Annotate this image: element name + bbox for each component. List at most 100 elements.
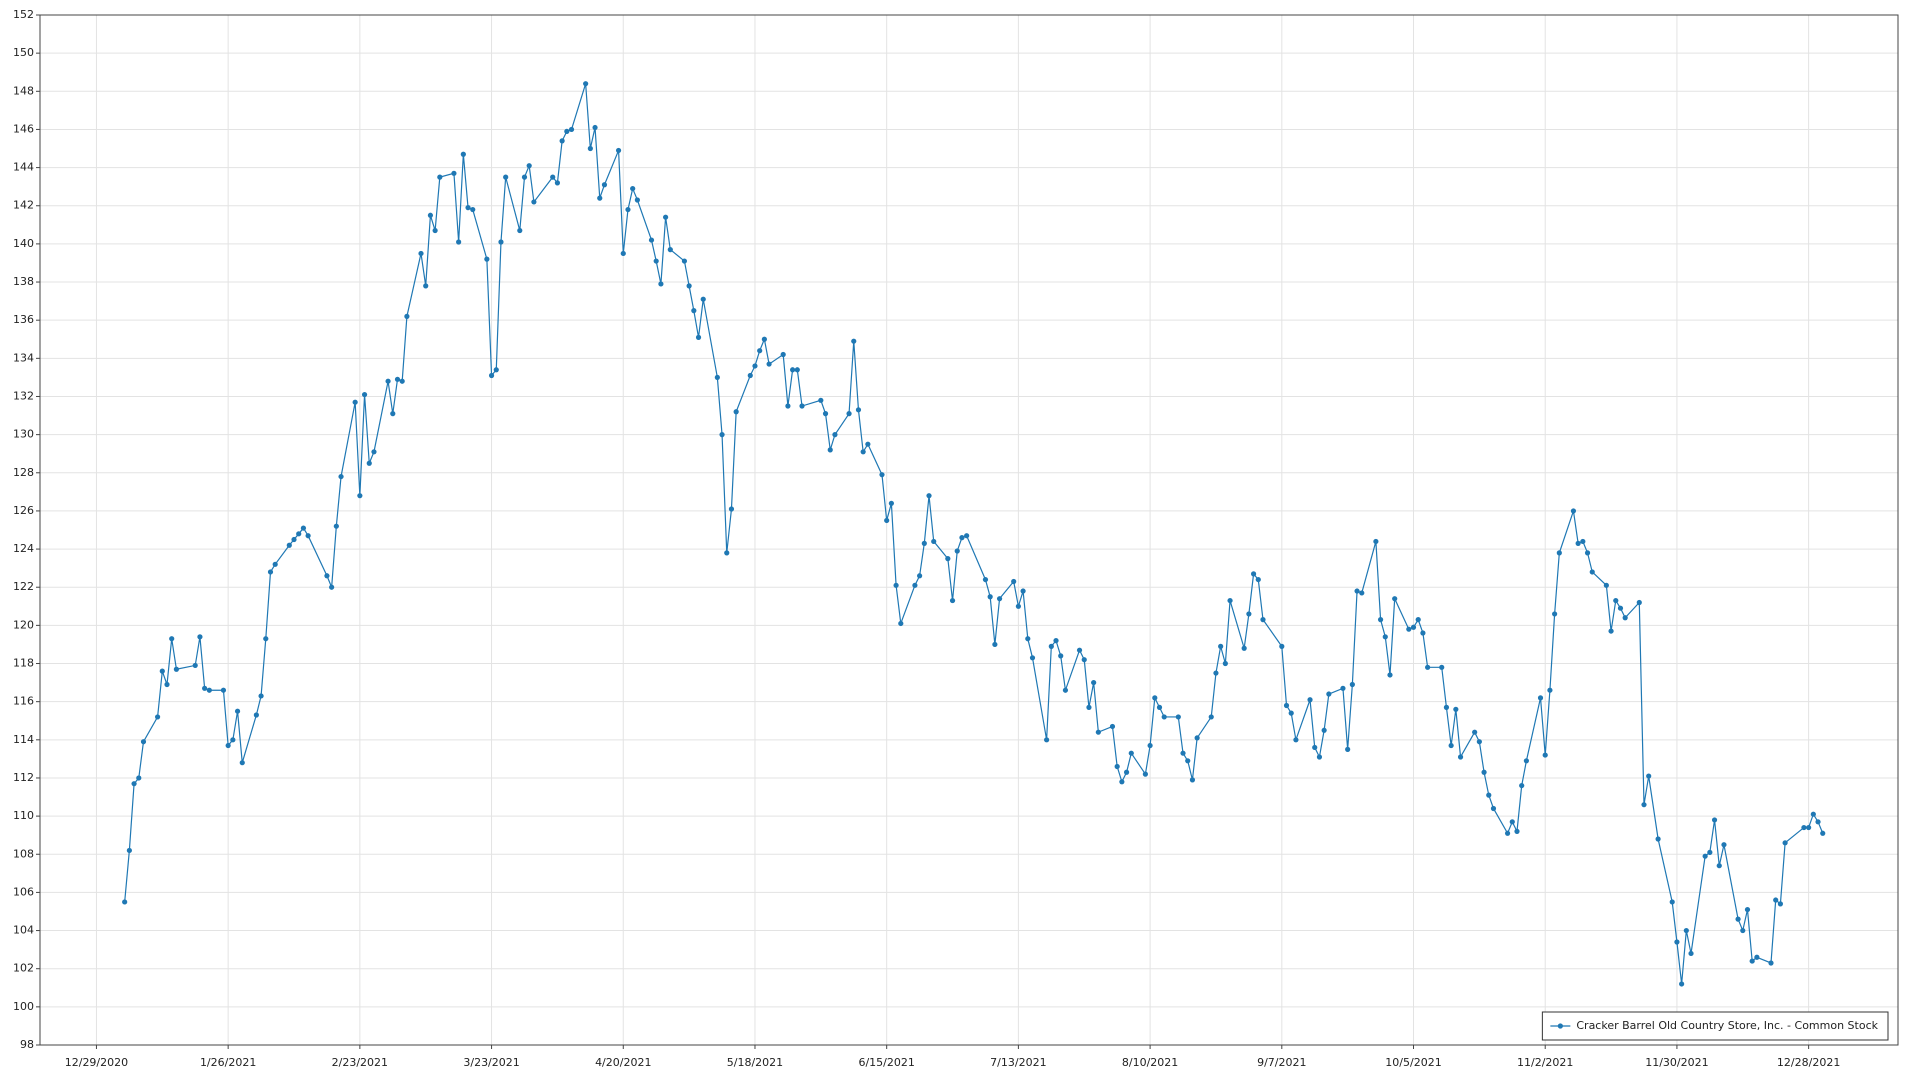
data-point <box>695 334 702 340</box>
data-point <box>1486 792 1492 798</box>
data-point <box>1457 754 1464 760</box>
data-point <box>1519 782 1525 789</box>
data-point <box>1255 576 1261 583</box>
data-point <box>761 336 767 342</box>
data-point <box>225 742 231 749</box>
data-point <box>427 212 434 218</box>
data-point <box>418 250 424 257</box>
data-point <box>1293 737 1299 743</box>
data-point <box>1062 687 1069 693</box>
data-point <box>992 641 998 648</box>
data-point <box>1246 611 1252 617</box>
data-point <box>554 180 561 186</box>
data-point <box>592 124 598 131</box>
data-point <box>404 313 410 319</box>
data-point <box>1768 960 1774 966</box>
data-point <box>220 687 227 693</box>
data-point <box>949 597 956 604</box>
data-point <box>1283 702 1290 709</box>
data-point <box>625 206 631 213</box>
data-point <box>206 687 212 693</box>
data-point <box>996 596 1003 602</box>
data-point <box>1152 695 1158 701</box>
data-point <box>1076 647 1083 653</box>
data-point <box>1415 617 1421 623</box>
data-point <box>601 182 608 188</box>
plot-frame <box>39 14 1899 1046</box>
data-point <box>1373 538 1379 545</box>
data-point <box>239 760 245 766</box>
y-tick-label: 136 <box>13 313 34 326</box>
data-point <box>1218 643 1224 649</box>
data-point <box>1439 664 1445 670</box>
data-point <box>122 899 128 905</box>
data-point <box>1641 802 1647 808</box>
data-point <box>1448 742 1454 749</box>
data-point <box>648 237 655 243</box>
data-point <box>361 391 368 398</box>
data-point <box>1443 704 1450 710</box>
data-point <box>460 151 466 157</box>
data-point <box>1514 828 1520 834</box>
data-point <box>1490 805 1497 812</box>
data-point <box>686 283 692 289</box>
data-point <box>394 376 401 382</box>
legend-marker <box>1557 1023 1563 1029</box>
data-point <box>1476 739 1482 745</box>
data-point <box>1603 582 1609 588</box>
data-point <box>945 556 951 562</box>
data-point <box>498 239 504 245</box>
data-point <box>136 775 142 781</box>
data-point <box>1575 540 1581 546</box>
data-point <box>230 737 236 743</box>
data-point <box>564 128 570 134</box>
data-point <box>1674 939 1680 945</box>
legend: Cracker Barrel Old Country Store, Inc. -… <box>1541 1011 1889 1041</box>
x-tick-label: 3/23/2021 <box>463 1056 519 1069</box>
data-point <box>1058 653 1064 659</box>
data-point <box>169 636 175 642</box>
data-point <box>987 594 993 600</box>
data-point <box>1208 714 1214 720</box>
data-point <box>1044 737 1050 743</box>
data-point <box>1542 752 1548 758</box>
data-point <box>1392 596 1398 602</box>
data-point <box>140 739 147 745</box>
data-point <box>818 397 824 403</box>
data-point <box>531 199 537 205</box>
data-point <box>1773 897 1779 903</box>
data-point <box>488 372 495 379</box>
data-point <box>634 197 640 203</box>
data-point <box>154 714 161 720</box>
data-point <box>1589 569 1595 575</box>
data-point <box>1213 670 1219 676</box>
data-point <box>1387 672 1393 678</box>
data-point <box>1504 830 1511 836</box>
data-point <box>931 538 937 545</box>
y-tick-label: 106 <box>13 885 34 898</box>
data-point <box>1142 771 1148 777</box>
data-point <box>1472 729 1478 735</box>
data-point <box>305 533 311 539</box>
data-point <box>799 403 805 409</box>
data-point <box>1382 634 1388 640</box>
data-point <box>329 584 335 590</box>
data-point <box>1754 954 1760 960</box>
data-point <box>681 258 688 264</box>
data-point <box>1288 710 1294 716</box>
data-point <box>912 582 918 588</box>
data-point <box>1316 754 1323 760</box>
data-point <box>785 403 791 409</box>
data-point <box>366 460 372 466</box>
data-point <box>521 174 528 180</box>
data-point <box>1679 981 1685 987</box>
data-point <box>719 432 725 438</box>
x-tick-label: 2/23/2021 <box>332 1056 388 1069</box>
data-point <box>1683 927 1689 934</box>
data-point <box>653 258 659 264</box>
data-point <box>1321 727 1327 733</box>
data-point <box>822 411 829 417</box>
data-point <box>1377 617 1384 623</box>
data-point <box>126 847 132 854</box>
